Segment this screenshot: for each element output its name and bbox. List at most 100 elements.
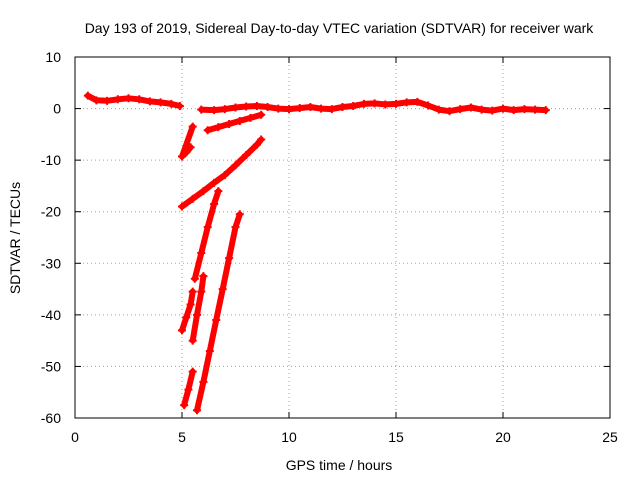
data-point: [124, 94, 133, 103]
data-point: [192, 310, 201, 319]
data-point: [188, 367, 197, 376]
data-point: [509, 106, 518, 115]
data-point: [103, 96, 112, 105]
y-tick-label: -30: [41, 255, 61, 271]
y-tick-label: -40: [41, 307, 61, 323]
series-steep-c: [190, 187, 223, 283]
data-point: [199, 377, 208, 386]
data-point: [295, 104, 304, 113]
data-point: [327, 105, 336, 114]
data-point: [225, 254, 234, 263]
data-point: [242, 150, 251, 159]
data-point: [186, 143, 195, 152]
data-point: [113, 95, 122, 104]
y-tick-label: 10: [45, 49, 61, 65]
data-point: [541, 106, 550, 115]
series-main-track: [197, 97, 550, 116]
data-layer: [83, 91, 550, 415]
data-point: [145, 97, 154, 106]
series-track-steep-a: [179, 288, 196, 334]
data-point: [212, 316, 221, 325]
data-point: [218, 285, 227, 294]
data-point: [83, 91, 92, 100]
data-point: [235, 116, 244, 125]
series-isolated-points: [178, 122, 197, 161]
data-point: [349, 101, 358, 110]
data-point: [182, 313, 191, 322]
x-tick-label: 0: [71, 429, 79, 445]
data-point: [402, 98, 411, 107]
data-point: [210, 199, 219, 208]
data-point: [182, 148, 191, 157]
series-rising-short: [203, 110, 266, 135]
data-point: [381, 100, 390, 109]
x-tick-label: 10: [281, 429, 297, 445]
data-point: [242, 102, 251, 111]
x-tick-label: 20: [495, 429, 511, 445]
data-point: [199, 272, 208, 281]
data-point: [203, 223, 212, 232]
data-point: [197, 105, 206, 114]
series-rising-long: [178, 135, 266, 211]
data-point: [192, 406, 201, 415]
data-point: [178, 202, 186, 211]
series-track-isolated-points: [179, 123, 196, 160]
data-point: [434, 105, 443, 114]
data-point: [186, 300, 195, 309]
data-point: [252, 140, 261, 149]
data-point: [424, 101, 433, 110]
data-point: [257, 110, 266, 119]
data-point: [205, 346, 214, 355]
data-point: [135, 95, 144, 104]
series-track-steep-d: [189, 273, 207, 344]
series-steep-b: [180, 367, 197, 410]
data-point: [188, 194, 197, 203]
data-point: [338, 103, 347, 112]
series-track-baseline: [84, 92, 183, 109]
data-point: [456, 105, 465, 114]
data-point: [214, 187, 223, 196]
y-axis-title: SDTVAR / TECUs: [7, 182, 23, 294]
data-point: [231, 223, 240, 232]
data-point: [197, 287, 206, 296]
data-point: [188, 122, 197, 131]
data-point: [370, 99, 379, 108]
data-point: [214, 123, 223, 132]
data-point: [188, 287, 197, 296]
x-tick-label: 5: [178, 429, 186, 445]
data-point: [225, 120, 234, 129]
data-point: [466, 103, 475, 112]
series-steep-d: [188, 272, 208, 345]
y-tick-label: -50: [41, 358, 61, 374]
data-point: [285, 105, 293, 114]
chart-title: Day 193 of 2019, Sidereal Day-to-day VTE…: [85, 20, 595, 36]
x-axis-title: GPS time / hours: [286, 457, 393, 473]
data-point: [317, 104, 326, 113]
data-point: [220, 105, 229, 114]
data-point: [180, 401, 189, 410]
y-tick-label: 0: [53, 101, 61, 117]
data-point: [488, 106, 497, 115]
data-point: [220, 171, 229, 180]
data-point: [359, 99, 368, 108]
data-point: [252, 101, 261, 110]
data-point: [445, 107, 454, 116]
data-point: [392, 99, 400, 108]
series-track-steep-e: [194, 211, 243, 414]
data-point: [413, 97, 422, 106]
data-point: [477, 105, 486, 114]
y-tick-label: -20: [41, 204, 61, 220]
data-point: [231, 161, 240, 170]
grid-layer: [75, 57, 610, 418]
data-point: [520, 105, 529, 114]
data-point: [499, 104, 507, 113]
data-point: [175, 101, 184, 110]
data-point: [231, 103, 240, 112]
data-point: [257, 135, 266, 144]
tick-layer: 0 5 10 15 20 25 10 0 -10 -20 -30 -40 -50 -60: [41, 49, 618, 445]
data-point: [188, 336, 197, 345]
data-point: [92, 96, 101, 105]
data-point: [246, 113, 255, 122]
data-point: [197, 248, 206, 257]
